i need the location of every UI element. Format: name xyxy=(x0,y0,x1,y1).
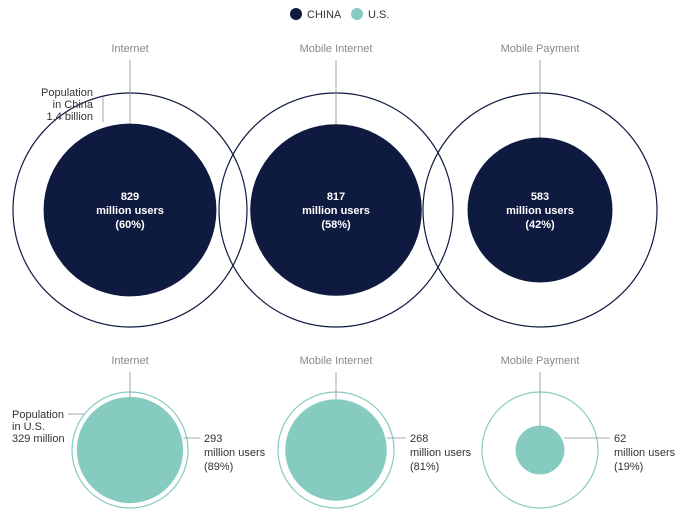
users-bubble-1-0 xyxy=(76,396,184,504)
category-label-1-2: Mobile Payment xyxy=(501,355,580,367)
population-label-1-2: 329 million xyxy=(12,433,65,445)
population-label-1-1: in U.S. xyxy=(12,421,45,433)
value-label-0-1-2: (58%) xyxy=(321,219,351,231)
users-bubble-1-1 xyxy=(285,399,387,501)
users-bubble-0-1 xyxy=(250,124,422,296)
population-label-1-0: Population xyxy=(12,409,64,421)
users-bubble-0-0 xyxy=(43,123,217,297)
legend-label-1: U.S. xyxy=(368,9,389,21)
value-label-1-0-0: 293 xyxy=(204,433,222,445)
value-label-0-0-2: (60%) xyxy=(115,219,145,231)
value-label-0-0-1: million users xyxy=(96,205,164,217)
population-label-0-0: Population xyxy=(41,87,93,99)
category-label-1-1: Mobile Internet xyxy=(300,355,373,367)
legend-marker-0 xyxy=(290,8,302,20)
value-label-1-0-2: (89%) xyxy=(204,461,233,473)
value-label-0-2-2: (42%) xyxy=(525,219,555,231)
population-label-0-2: 1.4 billion xyxy=(47,111,93,123)
value-label-1-2-1: million users xyxy=(614,447,676,459)
category-label-0-1: Mobile Internet xyxy=(300,43,373,55)
value-label-1-1-2: (81%) xyxy=(410,461,439,473)
value-label-0-1-0: 817 xyxy=(327,191,345,203)
value-label-1-1-1: million users xyxy=(410,447,472,459)
legend-label-0: CHINA xyxy=(307,9,342,21)
category-label-0-0: Internet xyxy=(111,43,148,55)
population-label-0-1: in China xyxy=(53,99,94,111)
value-label-0-2-0: 583 xyxy=(531,191,549,203)
value-label-0-0-0: 829 xyxy=(121,191,139,203)
value-label-1-1-0: 268 xyxy=(410,433,428,445)
legend-marker-1 xyxy=(351,8,363,20)
users-bubble-1-2 xyxy=(515,425,565,475)
value-label-1-2-0: 62 xyxy=(614,433,626,445)
users-bubble-0-2 xyxy=(467,137,613,283)
category-label-0-2: Mobile Payment xyxy=(501,43,580,55)
category-label-1-0: Internet xyxy=(111,355,148,367)
value-label-1-2-2: (19%) xyxy=(614,461,643,473)
value-label-0-2-1: million users xyxy=(506,205,574,217)
value-label-0-1-1: million users xyxy=(302,205,370,217)
value-label-1-0-1: million users xyxy=(204,447,266,459)
